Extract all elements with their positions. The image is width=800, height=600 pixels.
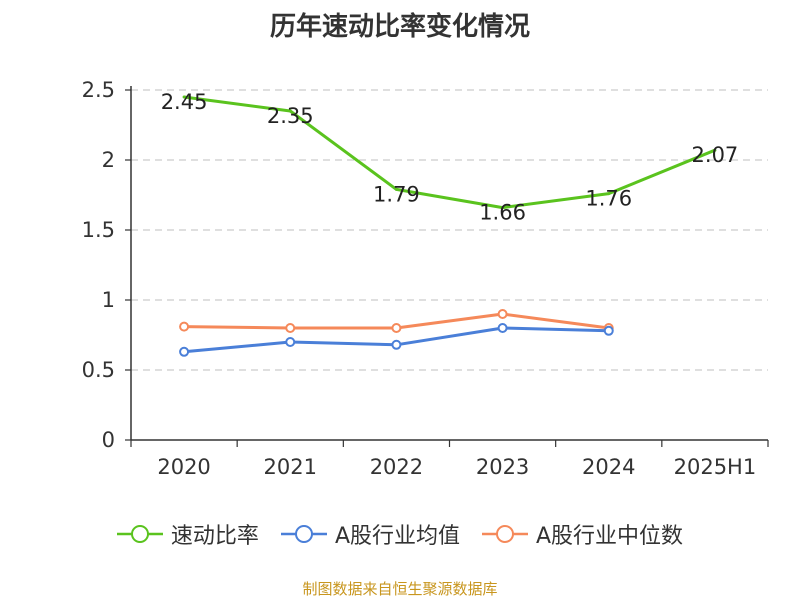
legend-line-icon: [280, 525, 327, 543]
data-point: [603, 325, 614, 336]
x-tick-label: 2021: [264, 455, 317, 479]
y-tick-label: 0.5: [82, 358, 115, 382]
data-point: [179, 346, 190, 357]
grid-lines: [131, 89, 768, 371]
data-point: [288, 109, 292, 113]
y-tick-label: 0: [102, 428, 115, 452]
data-point: [285, 323, 296, 333]
legend-label: A股行业均值: [334, 524, 460, 549]
data-label: 2.35: [267, 104, 314, 128]
x-tick-label: 2022: [370, 455, 423, 479]
data-label: 1.79: [373, 182, 420, 206]
legend-item[interactable]: A股行业均值: [280, 518, 460, 550]
data-point: [497, 323, 508, 333]
x-tick-label: 2025H1: [674, 455, 757, 479]
data-point: [179, 321, 190, 332]
y-tick-label: 2.5: [82, 78, 115, 102]
data-label: 1.66: [479, 201, 526, 225]
y-tick-label: 2: [102, 148, 115, 172]
x-tick-label: 2020: [157, 455, 210, 479]
data-labels: 2.45 2.35 1.79 1.66 1.76 2.07: [161, 90, 739, 225]
legend-label: A股行业中位数: [536, 524, 684, 549]
legend-line-icon: [482, 525, 528, 543]
series-lines: [179, 95, 717, 357]
source-note: 制图数据来自恒生聚源数据库: [302, 580, 498, 598]
data-point: [497, 309, 508, 319]
series-line: [183, 95, 716, 210]
x-tick-label: 2024: [582, 455, 635, 479]
x-tick-label: 2023: [476, 455, 529, 479]
data-point: [501, 206, 505, 210]
y-tick-label: 1: [102, 288, 115, 312]
y-tick-label: 1.5: [82, 218, 115, 242]
legend: 速动比率 A股行业均值 A股行业中位数: [0, 518, 800, 550]
data-point: [391, 323, 402, 333]
data-point: [391, 339, 402, 350]
data-point: [182, 95, 186, 99]
legend-item[interactable]: A股行业中位数: [482, 518, 683, 550]
legend-label: 速动比率: [170, 524, 259, 549]
data-label: 2.07: [692, 143, 739, 167]
data-point: [607, 192, 611, 196]
axes: 0 0.5 1 1.5 2 2.5 2020 2021 2022 2023 2024 2025H1: [82, 78, 769, 479]
data-point: [713, 148, 717, 152]
data-label: 1.76: [585, 187, 632, 211]
data-label: 2.45: [161, 90, 208, 114]
data-point: [394, 187, 398, 191]
data-point: [285, 337, 296, 347]
legend-line-icon: [116, 525, 163, 543]
chart-title: 历年速动比率变化情况: [269, 12, 530, 42]
legend-item[interactable]: 速动比率: [116, 518, 259, 550]
